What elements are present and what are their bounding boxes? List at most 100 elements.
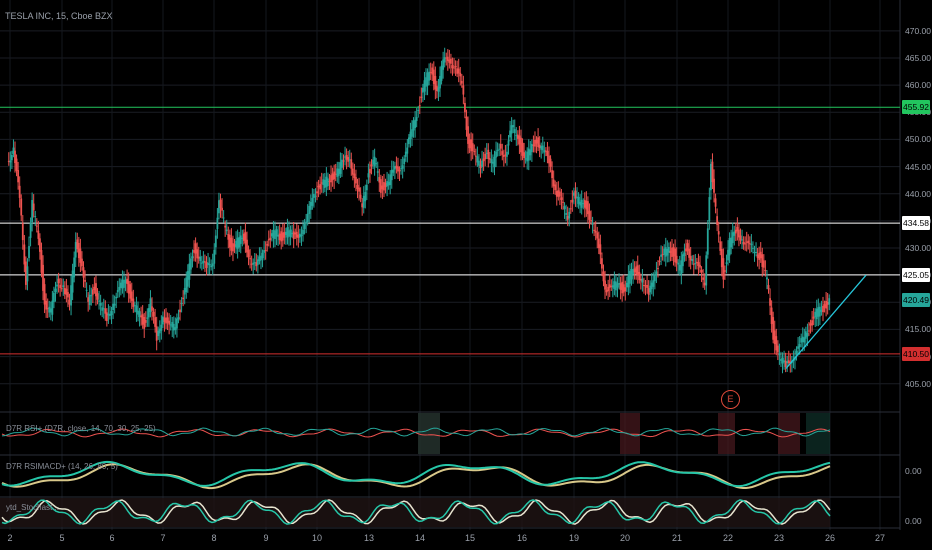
price-tick-label: 450.00	[905, 134, 931, 145]
candle-body	[297, 234, 300, 238]
candle-body	[657, 268, 659, 270]
candle-body	[185, 277, 188, 293]
candle-body	[596, 232, 599, 239]
candle-body	[624, 287, 627, 292]
candle-body	[253, 262, 256, 264]
candle-body	[681, 254, 684, 267]
earnings-marker[interactable]: E	[721, 390, 740, 409]
candle-body	[703, 282, 706, 286]
rsi-line-teal	[1, 427, 831, 437]
candle-body	[784, 360, 787, 367]
candle-body	[457, 68, 460, 74]
candle-body	[675, 255, 678, 264]
candle-body	[299, 233, 301, 238]
candle-body	[425, 77, 427, 87]
candle-body	[677, 262, 680, 265]
candle-body	[274, 230, 276, 240]
candle-body	[261, 252, 264, 259]
candle-body	[358, 187, 360, 192]
candle-body	[63, 287, 66, 295]
candle-body	[775, 336, 778, 351]
candle-body	[369, 168, 371, 174]
candle-body	[544, 150, 547, 152]
candle-body	[451, 65, 454, 69]
candle-body	[759, 251, 762, 259]
candle-body	[720, 249, 723, 268]
candle-body	[769, 298, 771, 306]
candle-body	[133, 304, 136, 306]
candle-body	[56, 284, 58, 287]
candle-body	[607, 286, 610, 292]
candle-body	[375, 163, 378, 165]
candle-body	[597, 238, 600, 249]
candle-body	[795, 350, 798, 355]
macd-line	[1, 460, 831, 488]
candle-body	[182, 297, 185, 300]
candle-body	[157, 330, 160, 337]
candle-body	[658, 260, 661, 262]
candle-body	[355, 177, 357, 184]
time-tick-label: 23	[773, 533, 785, 543]
candle-body	[18, 185, 21, 198]
candle-body	[107, 313, 110, 316]
candle-body	[509, 130, 511, 138]
candle-body	[15, 158, 18, 171]
candle-body	[233, 244, 236, 247]
candle-body	[342, 160, 345, 162]
candle-body	[498, 148, 501, 150]
candle-body	[376, 171, 379, 173]
candle-body	[549, 158, 552, 167]
candle-body	[345, 155, 348, 160]
candle-body	[313, 193, 315, 198]
candle-body	[488, 158, 491, 160]
candle-body	[655, 271, 658, 275]
candle-body	[176, 318, 178, 329]
candle-body	[227, 234, 230, 240]
candle-body	[671, 247, 673, 257]
macd-indicator-label[interactable]: D7R RSIMACD+ (14, 26, 80, 5)	[6, 462, 118, 471]
candle-body	[459, 72, 462, 77]
candle-body	[190, 258, 192, 270]
candle-body	[692, 263, 695, 265]
candle-body	[635, 266, 638, 275]
candle-body	[222, 217, 225, 219]
candle-body	[112, 303, 114, 311]
candle-body	[823, 304, 826, 308]
candle-body	[270, 233, 273, 237]
candle-body	[647, 288, 650, 295]
candle-body	[281, 232, 284, 241]
rsi-indicator-label[interactable]: D7R RSI+ (D7R, close, 14, 70, 30, 25, 25…	[6, 424, 156, 433]
stoch-indicator-label[interactable]: ytd_Stochast...	[6, 503, 59, 512]
candle-body	[76, 239, 79, 250]
candle-body	[456, 68, 459, 74]
candle-body	[758, 252, 761, 260]
candle-body	[593, 229, 596, 231]
candle-body	[208, 263, 211, 266]
candle-body	[224, 225, 227, 228]
candle-body	[323, 179, 326, 188]
price-tick-label: 405.00	[905, 378, 931, 389]
candle-body	[608, 284, 611, 288]
candle-body	[398, 169, 401, 172]
candle-body	[10, 154, 13, 161]
candle-body	[825, 300, 828, 309]
candle-body	[155, 326, 158, 341]
candle-body	[460, 80, 463, 84]
candle-body	[801, 336, 804, 343]
candle-body	[242, 233, 245, 241]
candle-body	[291, 233, 294, 235]
candle-body	[305, 221, 308, 224]
candle-body	[815, 308, 818, 320]
candle-body	[515, 135, 518, 137]
candle-body	[40, 250, 43, 273]
candle-body	[650, 282, 653, 290]
candle-body	[615, 281, 617, 291]
candle-body	[689, 256, 692, 261]
candle-body	[568, 211, 571, 219]
candle-body	[543, 150, 546, 153]
candle-body	[745, 241, 748, 243]
candle-body	[256, 259, 259, 265]
candle-body	[334, 173, 337, 175]
candle-body	[541, 145, 544, 151]
